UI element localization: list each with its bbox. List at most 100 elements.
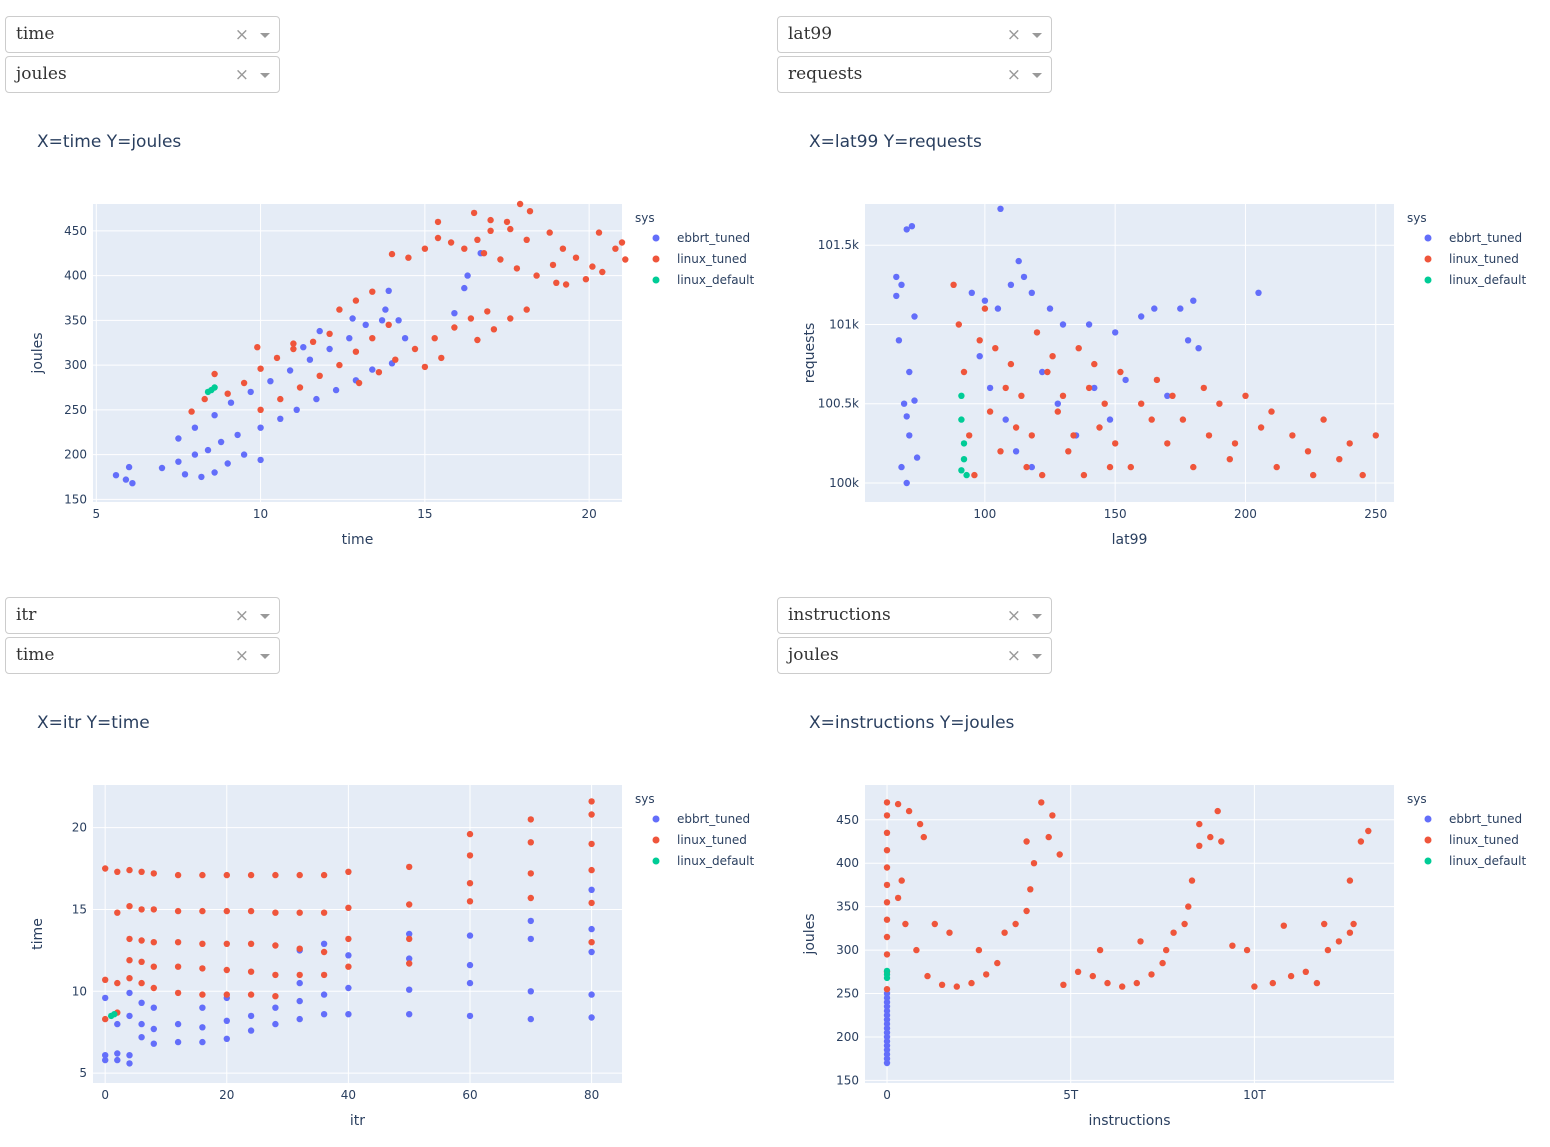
scatter-chart[interactable]: 0 20 40 60 80 5 10 15 20 itr time sys ebbrt_tunedlin…: [0, 581, 775, 1132]
data-point[interactable]: [883, 899, 891, 906]
data-point[interactable]: [1218, 838, 1225, 845]
data-point[interactable]: [406, 930, 413, 938]
data-point[interactable]: [290, 340, 297, 347]
legend-item-label[interactable]: linux_tuned: [677, 833, 747, 847]
data-point[interactable]: [1012, 424, 1020, 431]
data-point[interactable]: [953, 983, 960, 990]
data-point[interactable]: [466, 979, 474, 987]
data-point[interactable]: [1028, 432, 1035, 439]
data-point[interactable]: [466, 961, 474, 969]
data-point[interactable]: [199, 940, 206, 947]
data-point[interactable]: [296, 945, 303, 952]
plot-area[interactable]: [865, 204, 1394, 502]
data-point[interactable]: [1002, 384, 1009, 392]
data-point[interactable]: [513, 265, 521, 272]
legend-item-label[interactable]: ebbrt_tuned: [1449, 231, 1522, 245]
data-point[interactable]: [883, 1055, 891, 1062]
data-point[interactable]: [138, 958, 145, 965]
data-point[interactable]: [1065, 448, 1072, 455]
x-axis-dropdown[interactable]: time ×: [5, 16, 280, 53]
data-point[interactable]: [217, 438, 225, 446]
data-point[interactable]: [883, 951, 891, 958]
data-point[interactable]: [960, 368, 968, 376]
data-point[interactable]: [223, 991, 230, 998]
data-point[interactable]: [247, 388, 254, 396]
data-point[interactable]: [902, 920, 909, 928]
plot-area[interactable]: [865, 785, 1394, 1083]
y-axis-dropdown[interactable]: joules ×: [777, 637, 1052, 674]
data-point[interactable]: [126, 989, 133, 997]
data-point[interactable]: [516, 200, 524, 208]
data-point[interactable]: [1313, 979, 1321, 987]
data-point[interactable]: [102, 1015, 109, 1023]
data-point[interactable]: [1138, 313, 1145, 320]
data-point[interactable]: [114, 1050, 121, 1057]
data-point[interactable]: [527, 935, 534, 943]
data-point[interactable]: [138, 1034, 145, 1041]
data-point[interactable]: [1028, 463, 1035, 471]
data-point[interactable]: [138, 999, 145, 1006]
data-point[interactable]: [320, 940, 328, 947]
data-point[interactable]: [111, 1011, 118, 1018]
data-point[interactable]: [1023, 907, 1030, 915]
data-point[interactable]: [1163, 946, 1170, 954]
data-point[interactable]: [1188, 877, 1196, 884]
data-point[interactable]: [1216, 400, 1223, 407]
legend-marker[interactable]: [1424, 255, 1432, 263]
data-point[interactable]: [332, 386, 340, 394]
data-point[interactable]: [1096, 946, 1104, 954]
legend-marker[interactable]: [652, 234, 660, 242]
data-point[interactable]: [466, 830, 474, 838]
data-point[interactable]: [1310, 471, 1317, 479]
data-point[interactable]: [138, 1020, 145, 1028]
data-point[interactable]: [1054, 408, 1061, 415]
data-point[interactable]: [375, 369, 383, 376]
data-point[interactable]: [199, 907, 206, 915]
y-axis-dropdown[interactable]: time ×: [5, 637, 280, 674]
data-point[interactable]: [223, 940, 230, 947]
data-point[interactable]: [272, 1004, 279, 1011]
data-point[interactable]: [588, 886, 595, 893]
data-point[interactable]: [406, 901, 413, 908]
data-point[interactable]: [1153, 376, 1161, 384]
data-point[interactable]: [903, 413, 910, 420]
data-point[interactable]: [273, 354, 281, 362]
data-point[interactable]: [958, 392, 965, 399]
legend-item-label[interactable]: linux_tuned: [1449, 252, 1519, 266]
data-point[interactable]: [447, 239, 455, 246]
data-point[interactable]: [903, 226, 910, 233]
data-point[interactable]: [467, 315, 475, 322]
data-point[interactable]: [1151, 305, 1158, 312]
data-point[interactable]: [1148, 416, 1155, 423]
data-point[interactable]: [1106, 463, 1114, 471]
data-point[interactable]: [1023, 463, 1030, 471]
data-point[interactable]: [1268, 408, 1275, 415]
data-point[interactable]: [1177, 305, 1184, 312]
data-point[interactable]: [211, 412, 218, 419]
data-point[interactable]: [272, 993, 279, 1000]
data-point[interactable]: [981, 305, 989, 312]
data-point[interactable]: [924, 972, 931, 980]
data-point[interactable]: [968, 979, 975, 987]
data-point[interactable]: [199, 1038, 206, 1046]
data-point[interactable]: [405, 254, 412, 261]
legend-item-label[interactable]: ebbrt_tuned: [677, 812, 750, 826]
data-point[interactable]: [588, 1014, 595, 1021]
data-point[interactable]: [920, 833, 927, 841]
data-point[interactable]: [464, 272, 471, 279]
data-point[interactable]: [466, 880, 474, 887]
data-point[interactable]: [272, 871, 279, 879]
data-point[interactable]: [1054, 400, 1061, 407]
data-point[interactable]: [894, 800, 902, 808]
data-point[interactable]: [1138, 400, 1145, 407]
data-point[interactable]: [336, 306, 343, 313]
data-point[interactable]: [588, 925, 595, 933]
data-point[interactable]: [1242, 392, 1249, 399]
data-point[interactable]: [1039, 368, 1046, 376]
legend-item-label[interactable]: linux_tuned: [677, 252, 747, 266]
legend-marker[interactable]: [652, 276, 660, 284]
data-point[interactable]: [352, 348, 360, 355]
data-point[interactable]: [1372, 432, 1379, 439]
data-point[interactable]: [958, 416, 965, 423]
data-point[interactable]: [138, 937, 145, 944]
